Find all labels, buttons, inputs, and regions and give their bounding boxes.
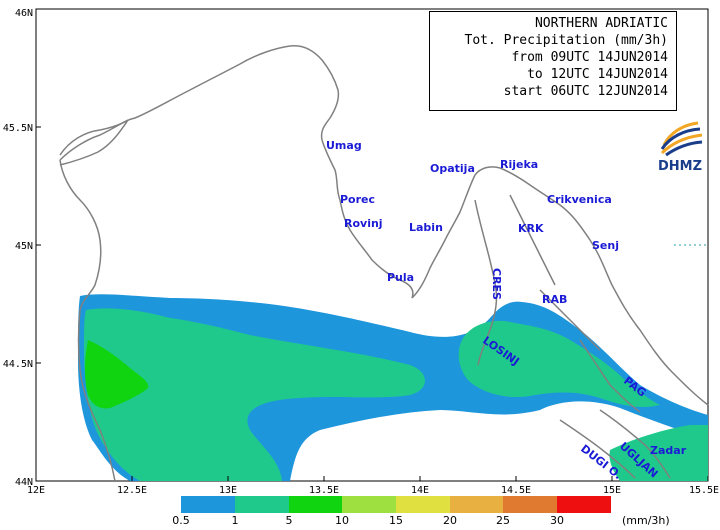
lon-label: 15.5E [689, 485, 719, 496]
place-label-labin: Labin [409, 221, 443, 234]
lon-labels: 12E 12.5E 13E 13.5E 14E 14.5E 15E 15.5E [27, 485, 719, 496]
title-line-start: start 06UTC 12JUN2014 [503, 84, 668, 99]
coastline-islands-dugi-ugljan [559, 409, 671, 479]
coastline-islands-krk-cres [474, 194, 556, 366]
precip-layer [78, 294, 708, 481]
coastline-layer [59, 44, 709, 482]
lon-label: 13.5E [309, 485, 339, 496]
lat-label: 44.5N [3, 359, 33, 370]
legend-label: 1 [232, 514, 239, 527]
legend-label: 5 [286, 514, 293, 527]
legend-swatch [557, 496, 611, 513]
place-label-rijeka: Rijeka [500, 158, 538, 171]
lon-label: 12E [27, 485, 45, 496]
legend-label: 0.5 [172, 514, 190, 527]
dhmz-swirl-logo-icon [660, 121, 703, 157]
coastline-italy-west [59, 159, 116, 482]
coastline-islands-rab-pag [539, 289, 641, 413]
legend-label: 15 [389, 514, 403, 527]
legend-swatch [450, 496, 503, 513]
place-label-zadar: Zadar [650, 444, 687, 457]
place-label-cres: CRES [490, 268, 503, 300]
place-label-opatija: Opatija [430, 162, 475, 175]
coastline-istria [321, 139, 501, 299]
legend-label: 25 [496, 514, 510, 527]
legend-unit: (mm/3h) [622, 514, 670, 527]
legend-swatch [503, 496, 557, 513]
coastline-venice-lagoon [59, 119, 129, 166]
place-label-rovinj: Rovinj [344, 217, 383, 230]
dhmz-logo: DHMZ [652, 115, 708, 179]
place-label-crikvenica: Crikvenica [547, 193, 612, 206]
precip-zone-moderate-south [609, 425, 708, 481]
place-label-porec: Porec [340, 193, 375, 206]
precip-zone-heavy [85, 340, 149, 409]
lon-label: 12.5E [117, 485, 147, 496]
legend-label: 10 [335, 514, 349, 527]
legend-label: 30 [550, 514, 564, 527]
place-label-umag: Umag [326, 139, 362, 152]
legend-label: 20 [443, 514, 457, 527]
title-line-from: from 09UTC 14JUN2014 [511, 50, 668, 65]
lat-axis [36, 8, 41, 482]
legend-labels: 0.5 1 5 10 15 20 25 30 (mm/3h) [172, 514, 669, 527]
legend-colorbar [181, 496, 611, 513]
legend-swatch [289, 496, 342, 513]
title-line-region: NORTHERN ADRIATIC [534, 16, 668, 31]
title-line-variable: Tot. Precipitation (mm/3h) [464, 33, 669, 48]
legend-swatch [342, 496, 396, 513]
legend-swatch [396, 496, 450, 513]
legend-swatch [235, 496, 289, 513]
dhmz-logo-text: DHMZ [657, 159, 703, 174]
legend-swatch [181, 496, 235, 513]
precip-zone-moderate [84, 308, 425, 481]
coastline-croatia [499, 167, 709, 406]
lon-axis [35, 476, 709, 481]
lat-label: 45N [15, 241, 33, 252]
title-box: NORTHERN ADRIATIC Tot. Precipitation (mm… [429, 11, 677, 111]
place-label-krk: KRK [518, 222, 544, 235]
lon-label: 15E [603, 485, 621, 496]
place-label-pula: Pula [387, 271, 414, 284]
lon-label: 13E [219, 485, 237, 496]
lon-label: 14E [411, 485, 429, 496]
lat-label: 46N [15, 8, 33, 19]
lat-label: 45.5N [3, 123, 33, 134]
title-line-to: to 12UTC 14JUN2014 [527, 67, 668, 82]
lon-label: 14.5E [501, 485, 531, 496]
place-label-senj: Senj [592, 239, 619, 252]
place-label-rab: RAB [542, 293, 567, 306]
lat-labels: 46N 45.5N 45N 44.5N 44N [3, 8, 33, 488]
lat-label: 44N [15, 477, 33, 488]
